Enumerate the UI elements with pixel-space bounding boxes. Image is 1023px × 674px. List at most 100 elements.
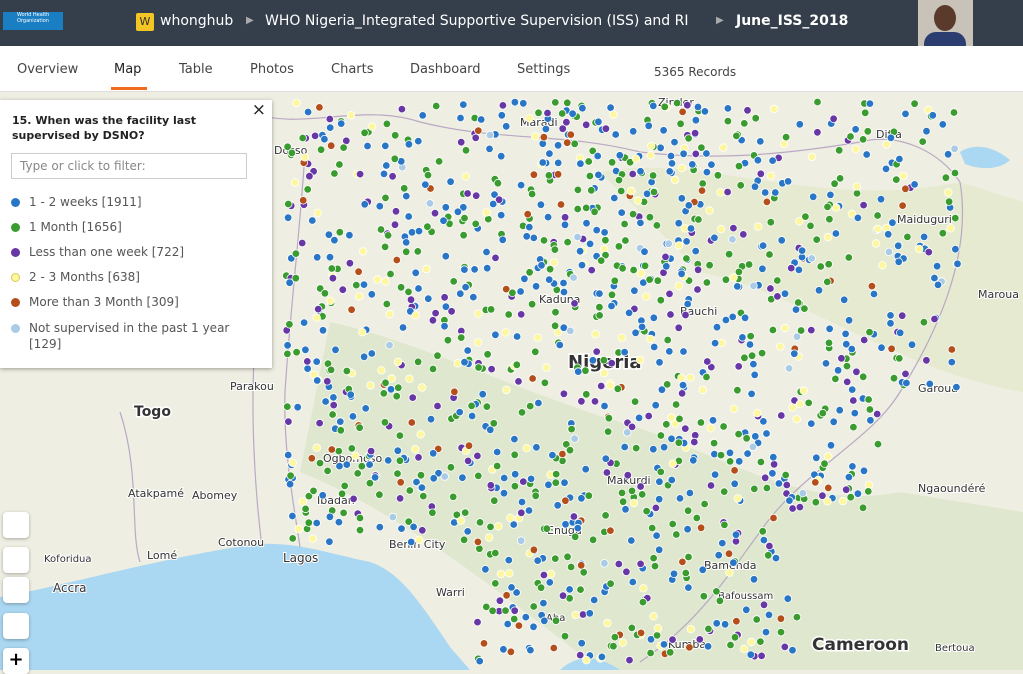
- facility-marker[interactable]: [881, 164, 891, 174]
- facility-marker[interactable]: [339, 508, 348, 518]
- facility-marker[interactable]: [587, 186, 596, 195]
- legend-item[interactable]: Less than one week [722]: [11, 244, 249, 260]
- facility-marker[interactable]: [825, 214, 834, 224]
- facility-marker[interactable]: [595, 311, 604, 320]
- facility-marker[interactable]: [577, 260, 587, 270]
- facility-marker[interactable]: [725, 457, 735, 466]
- facility-marker[interactable]: [365, 460, 374, 469]
- facility-marker[interactable]: [404, 287, 413, 297]
- facility-marker[interactable]: [324, 230, 334, 239]
- facility-marker[interactable]: [774, 479, 784, 488]
- facility-marker[interactable]: [902, 378, 911, 388]
- facility-marker[interactable]: [721, 315, 731, 325]
- facility-marker[interactable]: [950, 144, 959, 153]
- facility-marker[interactable]: [411, 445, 420, 454]
- facility-marker[interactable]: [327, 445, 336, 454]
- facility-marker[interactable]: [600, 228, 609, 237]
- facility-marker[interactable]: [617, 208, 626, 217]
- facility-marker[interactable]: [943, 150, 953, 159]
- facility-marker[interactable]: [925, 379, 934, 389]
- facility-marker[interactable]: [561, 520, 570, 529]
- facility-marker[interactable]: [569, 512, 579, 521]
- facility-marker[interactable]: [804, 398, 813, 408]
- facility-marker[interactable]: [336, 417, 345, 426]
- facility-marker[interactable]: [404, 517, 413, 526]
- facility-marker[interactable]: [404, 212, 413, 221]
- facility-marker[interactable]: [315, 103, 324, 112]
- facility-marker[interactable]: [710, 470, 720, 479]
- facility-marker[interactable]: [613, 384, 622, 393]
- facility-marker[interactable]: [747, 637, 756, 647]
- facility-marker[interactable]: [357, 462, 366, 471]
- facility-marker[interactable]: [489, 419, 498, 428]
- facility-marker[interactable]: [516, 287, 525, 296]
- facility-marker[interactable]: [323, 466, 332, 476]
- facility-marker[interactable]: [728, 312, 737, 322]
- facility-marker[interactable]: [303, 357, 312, 366]
- facility-marker[interactable]: [460, 358, 469, 367]
- facility-marker[interactable]: [412, 477, 421, 487]
- tab[interactable]: Overview: [17, 62, 79, 77]
- facility-marker[interactable]: [938, 120, 947, 129]
- facility-marker[interactable]: [283, 142, 292, 151]
- facility-marker[interactable]: [801, 212, 810, 221]
- facility-marker[interactable]: [666, 310, 675, 319]
- facility-marker[interactable]: [702, 372, 711, 382]
- facility-marker[interactable]: [662, 262, 671, 271]
- facility-marker[interactable]: [359, 352, 369, 361]
- facility-marker[interactable]: [338, 285, 347, 294]
- facility-marker[interactable]: [698, 179, 707, 188]
- facility-marker[interactable]: [366, 446, 376, 456]
- facility-marker[interactable]: [795, 217, 804, 226]
- facility-marker[interactable]: [461, 508, 470, 517]
- facility-marker[interactable]: [623, 428, 632, 437]
- facility-marker[interactable]: [516, 180, 526, 190]
- facility-marker[interactable]: [837, 354, 846, 363]
- facility-marker[interactable]: [649, 553, 658, 563]
- facility-marker[interactable]: [529, 170, 539, 179]
- facility-marker[interactable]: [664, 239, 673, 248]
- facility-marker[interactable]: [601, 250, 610, 260]
- facility-marker[interactable]: [560, 213, 570, 222]
- facility-marker[interactable]: [624, 308, 634, 318]
- facility-marker[interactable]: [288, 534, 297, 543]
- facility-marker[interactable]: [651, 503, 661, 513]
- facility-marker[interactable]: [335, 227, 344, 237]
- facility-marker[interactable]: [407, 418, 416, 427]
- facility-marker[interactable]: [645, 212, 655, 222]
- facility-marker[interactable]: [848, 462, 857, 471]
- facility-marker[interactable]: [831, 229, 841, 238]
- facility-marker[interactable]: [460, 265, 469, 274]
- facility-marker[interactable]: [773, 292, 782, 301]
- facility-marker[interactable]: [691, 246, 700, 256]
- facility-marker[interactable]: [298, 238, 307, 248]
- facility-marker[interactable]: [433, 351, 442, 360]
- facility-marker[interactable]: [756, 137, 765, 146]
- facility-marker[interactable]: [463, 527, 472, 536]
- facility-marker[interactable]: [823, 202, 832, 212]
- facility-marker[interactable]: [354, 267, 363, 276]
- who-logo[interactable]: World Health Organization: [3, 12, 63, 30]
- facility-marker[interactable]: [843, 377, 852, 387]
- facility-marker[interactable]: [489, 199, 498, 209]
- facility-marker[interactable]: [705, 206, 714, 215]
- facility-marker[interactable]: [886, 311, 895, 320]
- facility-marker[interactable]: [486, 305, 496, 314]
- facility-marker[interactable]: [414, 226, 424, 236]
- facility-marker[interactable]: [696, 523, 706, 532]
- facility-marker[interactable]: [700, 107, 710, 116]
- facility-marker[interactable]: [576, 159, 585, 168]
- facility-marker[interactable]: [656, 295, 665, 305]
- facility-marker[interactable]: [744, 260, 754, 269]
- facility-marker[interactable]: [630, 397, 640, 406]
- facility-marker[interactable]: [491, 253, 500, 263]
- facility-marker[interactable]: [697, 143, 706, 152]
- facility-marker[interactable]: [864, 487, 873, 496]
- facility-marker[interactable]: [759, 417, 768, 426]
- facility-marker[interactable]: [406, 295, 416, 304]
- facility-marker[interactable]: [569, 273, 578, 282]
- facility-marker[interactable]: [376, 225, 386, 234]
- facility-marker[interactable]: [463, 189, 472, 198]
- facility-marker[interactable]: [794, 298, 803, 307]
- facility-marker[interactable]: [382, 299, 391, 309]
